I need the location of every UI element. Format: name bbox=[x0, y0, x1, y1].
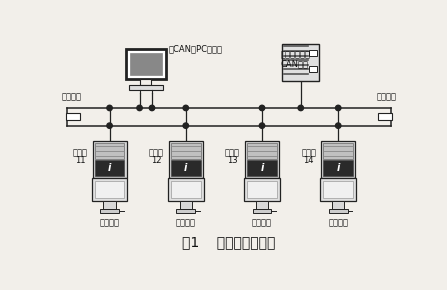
Bar bbox=[100, 209, 119, 213]
Bar bbox=[324, 143, 353, 159]
Bar bbox=[247, 160, 277, 176]
Bar bbox=[171, 181, 201, 198]
Circle shape bbox=[183, 123, 189, 128]
Bar bbox=[103, 201, 116, 209]
Text: 13: 13 bbox=[227, 157, 238, 166]
Circle shape bbox=[336, 105, 341, 111]
Bar bbox=[180, 201, 192, 209]
Bar bbox=[378, 113, 392, 120]
Text: 带CAN卡PC监控站: 带CAN卡PC监控站 bbox=[169, 44, 223, 53]
Circle shape bbox=[183, 105, 189, 111]
Text: 变频器: 变频器 bbox=[301, 149, 316, 158]
Text: 14: 14 bbox=[304, 157, 314, 166]
Text: 变频电机: 变频电机 bbox=[176, 219, 196, 228]
Bar bbox=[309, 66, 317, 72]
Text: 变频电机: 变频电机 bbox=[100, 219, 119, 228]
Circle shape bbox=[259, 105, 265, 111]
Bar bbox=[321, 141, 355, 178]
Text: 变频电机: 变频电机 bbox=[252, 219, 272, 228]
Bar bbox=[93, 141, 127, 178]
Text: 可编程控制器: 可编程控制器 bbox=[281, 50, 311, 59]
Bar bbox=[247, 181, 277, 198]
Bar bbox=[168, 178, 204, 201]
Bar bbox=[320, 178, 356, 201]
Text: 变频器: 变频器 bbox=[225, 149, 240, 158]
Bar bbox=[140, 79, 151, 85]
Bar bbox=[66, 113, 80, 120]
Text: CAN总线: CAN总线 bbox=[281, 59, 308, 68]
Circle shape bbox=[259, 123, 265, 128]
Bar bbox=[244, 178, 280, 201]
Text: 11: 11 bbox=[75, 157, 85, 166]
Text: 变频电机: 变频电机 bbox=[328, 219, 348, 228]
Bar bbox=[247, 143, 277, 159]
Text: 图1    系统硬件连接图: 图1 系统硬件连接图 bbox=[182, 235, 276, 249]
Bar bbox=[282, 44, 319, 81]
Text: 12: 12 bbox=[151, 157, 161, 166]
Circle shape bbox=[336, 123, 341, 128]
Bar bbox=[129, 85, 163, 90]
Bar bbox=[92, 178, 127, 201]
Bar bbox=[95, 181, 124, 198]
Text: i: i bbox=[184, 163, 187, 173]
Bar bbox=[95, 160, 124, 176]
Bar bbox=[171, 143, 201, 159]
Bar bbox=[332, 201, 344, 209]
Circle shape bbox=[137, 105, 142, 111]
Text: 终端电阻: 终端电阻 bbox=[377, 93, 397, 102]
Circle shape bbox=[149, 105, 155, 111]
Bar bbox=[253, 209, 271, 213]
Text: i: i bbox=[337, 163, 340, 173]
Text: 终端电阻: 终端电阻 bbox=[61, 93, 81, 102]
Bar bbox=[169, 141, 203, 178]
Bar bbox=[95, 143, 124, 159]
Bar bbox=[177, 209, 195, 213]
Bar bbox=[126, 49, 166, 79]
Text: 变频器: 变频器 bbox=[149, 149, 164, 158]
Bar bbox=[130, 53, 162, 75]
Bar bbox=[256, 201, 268, 209]
Circle shape bbox=[107, 123, 112, 128]
Bar bbox=[324, 160, 353, 176]
Text: i: i bbox=[108, 163, 111, 173]
Text: i: i bbox=[260, 163, 264, 173]
Bar bbox=[329, 209, 347, 213]
Text: 变频器: 变频器 bbox=[72, 149, 88, 158]
Bar bbox=[171, 160, 201, 176]
Bar bbox=[309, 50, 317, 56]
Circle shape bbox=[107, 105, 112, 111]
Bar bbox=[324, 181, 353, 198]
Bar bbox=[245, 141, 279, 178]
Circle shape bbox=[298, 105, 304, 111]
